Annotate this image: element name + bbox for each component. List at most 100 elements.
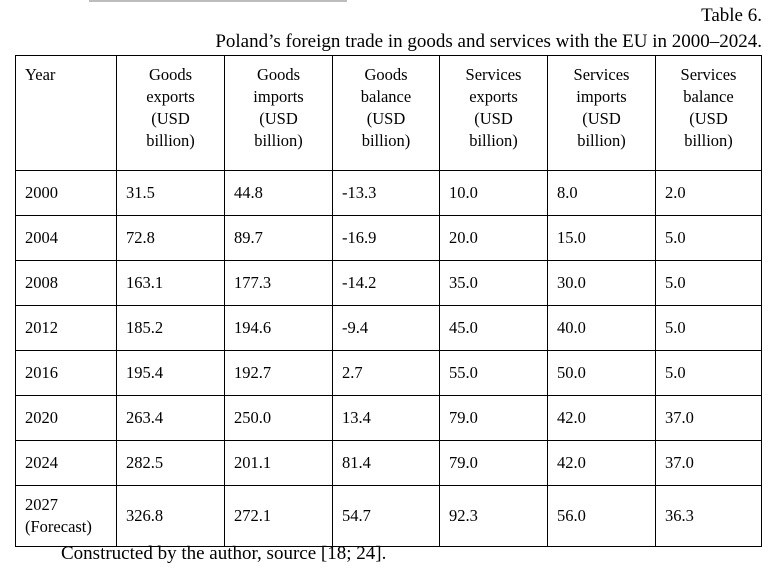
year-cell: 2000 xyxy=(15,170,117,216)
header-line: (USD xyxy=(151,109,190,128)
value-cell: 192.7 xyxy=(224,350,333,396)
value-cell: -9.4 xyxy=(332,305,440,351)
value-cell: 5.0 xyxy=(655,305,762,351)
header-line: balance xyxy=(683,87,734,106)
header-line: imports xyxy=(576,87,627,106)
header-line: billion) xyxy=(146,131,195,150)
year-cell: 2027 (Forecast) xyxy=(15,485,117,547)
value-cell: 8.0 xyxy=(547,170,656,216)
header-col-4: Services exports (USD billion) xyxy=(439,55,548,171)
value-cell: 54.7 xyxy=(332,485,440,547)
value-cell: 2.0 xyxy=(655,170,762,216)
value-cell: 15.0 xyxy=(547,215,656,261)
table-header-row: Year Goods exports (USD billion) Goods imports… xyxy=(15,55,762,171)
header-line: (USD xyxy=(582,109,621,128)
header-line: (USD xyxy=(366,109,406,128)
value-cell: -16.9 xyxy=(332,215,440,261)
year-value: 2024 xyxy=(25,453,58,472)
table-row: 2024 282.5 201.1 81.4 79.0 42.0 37.0 xyxy=(15,440,762,486)
header-line: billion) xyxy=(577,131,626,150)
source-note: Constructed by the author, source [18; 2… xyxy=(61,543,387,564)
value-cell: 30.0 xyxy=(547,260,656,306)
value-cell: 36.3 xyxy=(655,485,762,547)
value-cell: 81.4 xyxy=(332,440,440,486)
value-cell: 42.0 xyxy=(547,395,656,441)
header-line: billion) xyxy=(361,131,411,150)
value-cell: 194.6 xyxy=(224,305,333,351)
value-cell: 272.1 xyxy=(224,485,333,547)
value-cell: 92.3 xyxy=(439,485,548,547)
header-col-3: Goods balance (USD billion) xyxy=(332,55,440,171)
year-value: 2004 xyxy=(25,228,58,247)
value-cell: 40.0 xyxy=(547,305,656,351)
header-line: billion) xyxy=(254,131,303,150)
year-cell: 2024 xyxy=(15,440,117,486)
table-row: 2000 31.5 44.8 -13.3 10.0 8.0 2.0 xyxy=(15,170,762,216)
header-line: Services xyxy=(573,65,630,84)
value-cell: 50.0 xyxy=(547,350,656,396)
value-cell: 10.0 xyxy=(439,170,548,216)
value-cell: 42.0 xyxy=(547,440,656,486)
header-line: billion) xyxy=(469,131,518,150)
value-cell: 5.0 xyxy=(655,350,762,396)
year-value: 2020 xyxy=(25,408,58,427)
value-cell: 13.4 xyxy=(332,395,440,441)
value-cell: 20.0 xyxy=(439,215,548,261)
header-col-2: Goods imports (USD billion) xyxy=(224,55,333,171)
value-cell: 195.4 xyxy=(116,350,225,396)
table-row: 2027 (Forecast) 326.8 272.1 54.7 92.3 56.0 36.3 xyxy=(15,485,762,547)
value-cell: 185.2 xyxy=(116,305,225,351)
header-line: (USD xyxy=(689,109,728,128)
header-col-6: Services balance (USD billion) xyxy=(655,55,762,171)
table-row: 2016 195.4 192.7 2.7 55.0 50.0 5.0 xyxy=(15,350,762,396)
header-line: exports xyxy=(469,87,518,106)
value-cell: 35.0 xyxy=(439,260,548,306)
table-caption: Poland’s foreign trade in goods and serv… xyxy=(215,31,762,52)
year-cell: 2004 xyxy=(15,215,117,261)
year-note: (Forecast) xyxy=(25,517,92,536)
value-cell: 44.8 xyxy=(224,170,333,216)
header-line: Services xyxy=(465,65,522,84)
value-cell: 163.1 xyxy=(116,260,225,306)
year-cell: 2020 xyxy=(15,395,117,441)
year-value: 2027 xyxy=(25,495,58,514)
year-cell: 2016 xyxy=(15,350,117,396)
header-line: exports xyxy=(146,87,195,106)
value-cell: 45.0 xyxy=(439,305,548,351)
table-body: 2000 31.5 44.8 -13.3 10.0 8.0 2.0 2004 72.8 89.7-… xyxy=(15,170,762,547)
table-number: Table 6. xyxy=(701,5,762,26)
header-line: Services xyxy=(680,65,737,84)
value-cell: 177.3 xyxy=(224,260,333,306)
header-line: (USD xyxy=(259,109,298,128)
year-value: 2000 xyxy=(25,183,58,202)
value-cell: 89.7 xyxy=(224,215,333,261)
value-cell: 55.0 xyxy=(439,350,548,396)
header-line: balance xyxy=(360,87,412,106)
value-cell: 263.4 xyxy=(116,395,225,441)
value-cell: 5.0 xyxy=(655,260,762,306)
header-line: (USD xyxy=(474,109,513,128)
table-row: 2020 263.4 250.0 13.4 79.0 42.0 37.0 xyxy=(15,395,762,441)
value-cell: 79.0 xyxy=(439,395,548,441)
year-value: 2016 xyxy=(25,363,58,382)
table-row: 2008 163.1 177.3 -14.2 35.0 30.0 5.0 xyxy=(15,260,762,306)
header-line: imports xyxy=(253,87,304,106)
header-line: Goods xyxy=(364,65,408,84)
trade-table: Year Goods exports (USD billion) Goods imports… xyxy=(15,55,762,547)
table-row: 2012 185.2 194.6 -9.4 45.0 40.0 5.0 xyxy=(15,305,762,351)
value-cell: 250.0 xyxy=(224,395,333,441)
header-col-1: Goods exports (USD billion) xyxy=(116,55,225,171)
header-line: billion) xyxy=(684,131,733,150)
header-line: Goods xyxy=(256,65,301,84)
value-cell: 201.1 xyxy=(224,440,333,486)
header-line: Year xyxy=(25,65,56,84)
value-cell: 326.8 xyxy=(116,485,225,547)
value-cell: 2.7 xyxy=(332,350,440,396)
value-cell: -13.3 xyxy=(332,170,440,216)
value-cell: 37.0 xyxy=(655,440,762,486)
top-divider-line xyxy=(89,0,347,2)
value-cell: 282.5 xyxy=(116,440,225,486)
value-cell: 72.8 xyxy=(116,215,225,261)
value-cell: 31.5 xyxy=(116,170,225,216)
value-cell: 5.0 xyxy=(655,215,762,261)
